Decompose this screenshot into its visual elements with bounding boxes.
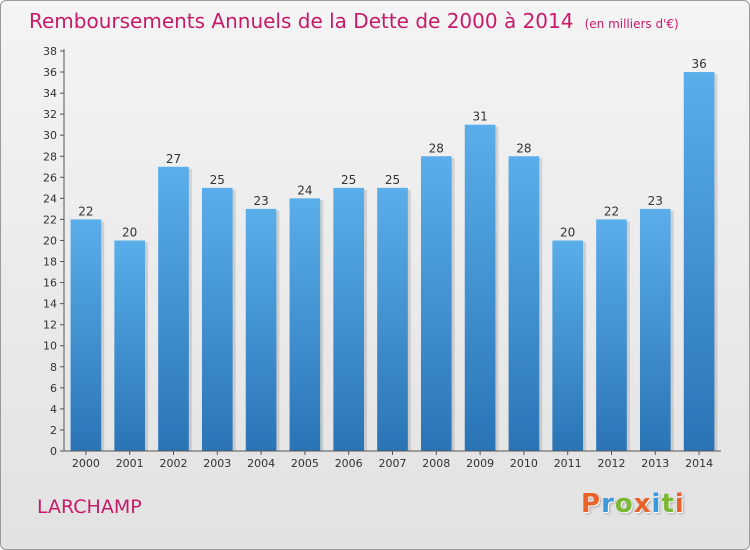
y-tick-label: 24 <box>43 192 57 205</box>
bar-2001 <box>114 240 146 451</box>
brand-letter: r <box>601 489 615 519</box>
brand-letter: P <box>581 489 602 519</box>
value-label-2012: 22 <box>604 204 619 218</box>
chart-subtitle: (en milliers d'€) <box>584 17 679 31</box>
brand-letter: i <box>674 489 685 519</box>
value-label-2014: 36 <box>691 57 706 71</box>
value-label-2011: 20 <box>560 225 575 239</box>
value-label-2013: 23 <box>648 194 663 208</box>
chart-title-row: Remboursements Annuels de la Dette de 20… <box>29 9 679 33</box>
x-tick-label-2001: 2001 <box>116 457 144 470</box>
bar-2014 <box>683 72 715 451</box>
y-tick-label: 4 <box>50 403 57 416</box>
y-tick-label: 22 <box>43 213 57 226</box>
bar-2004 <box>245 208 277 451</box>
brand-letter: o <box>614 489 634 519</box>
bar-2010 <box>508 156 540 451</box>
y-tick-label: 20 <box>43 234 57 247</box>
y-tick-label: 30 <box>43 129 57 142</box>
bar-2002 <box>158 166 189 451</box>
bars: 22 20 27 25 23 24 25 25 28 31 28 20 22 23 36 <box>70 57 718 452</box>
value-label-2005: 24 <box>297 183 312 197</box>
y-tick-label: 28 <box>43 150 57 163</box>
y-tick-label: 36 <box>43 66 57 79</box>
x-tick-label-2002: 2002 <box>160 457 188 470</box>
y-tick-label: 12 <box>43 319 57 332</box>
value-label-2006: 25 <box>341 173 356 187</box>
bar-2006 <box>333 187 365 451</box>
bar-2005 <box>289 198 321 451</box>
y-tick-label: 10 <box>43 340 57 353</box>
x-tick-label-2008: 2008 <box>422 457 450 470</box>
x-tick-label-2000: 2000 <box>72 457 100 470</box>
value-label-2002: 27 <box>166 152 181 166</box>
y-tick-label: 38 <box>43 45 57 58</box>
x-tick-label-2014: 2014 <box>685 457 713 470</box>
brand-letter: t <box>661 489 675 519</box>
brand-letter: i <box>651 489 662 519</box>
y-tick-label: 32 <box>43 108 57 121</box>
bar-2003 <box>201 187 233 451</box>
y-tick-label: 8 <box>50 361 57 374</box>
x-tick-label-2007: 2007 <box>379 457 407 470</box>
value-label-2007: 25 <box>385 173 400 187</box>
bar-2008 <box>420 156 452 451</box>
bar-2012 <box>596 219 627 451</box>
value-label-2000: 22 <box>78 204 93 218</box>
y-tick-label: 16 <box>43 277 57 290</box>
y-tick-label: 14 <box>43 298 57 311</box>
value-label-2010: 28 <box>516 141 531 155</box>
bar-2000 <box>70 219 102 451</box>
x-axis: 2000 2001 2002 2003 2004 2005 2006 2007 2008 2009… <box>64 450 721 470</box>
y-tick-label: 2 <box>50 424 57 437</box>
x-tick-label-2012: 2012 <box>598 457 626 470</box>
value-label-2003: 25 <box>210 173 225 187</box>
y-tick-label: 34 <box>43 87 57 100</box>
bar-2009 <box>464 124 496 452</box>
x-tick-label-2003: 2003 <box>203 457 231 470</box>
bar-2013 <box>639 208 671 451</box>
y-tick-label: 18 <box>43 256 57 269</box>
value-label-2001: 20 <box>122 225 137 239</box>
x-tick-label-2004: 2004 <box>247 457 275 470</box>
x-tick-label-2006: 2006 <box>335 457 363 470</box>
x-tick-label-2011: 2011 <box>554 457 582 470</box>
bar-2011 <box>552 240 584 451</box>
y-tick-label: 0 <box>50 445 57 458</box>
x-tick-label-2009: 2009 <box>466 457 494 470</box>
chart-title: Remboursements Annuels de la Dette de 20… <box>29 9 574 33</box>
brand-logo: Proxiti <box>581 489 685 519</box>
value-label-2004: 23 <box>253 194 268 208</box>
y-tick-label: 26 <box>43 171 57 184</box>
value-label-2008: 28 <box>429 141 444 155</box>
y-tick-label: 6 <box>50 382 57 395</box>
bar-2007 <box>377 187 408 451</box>
brand-letter: x <box>633 489 652 519</box>
x-tick-label-2013: 2013 <box>641 457 669 470</box>
x-tick-label-2010: 2010 <box>510 457 538 470</box>
town-name: LARCHAMP <box>37 496 142 518</box>
value-label-2009: 31 <box>472 110 487 124</box>
x-tick-label-2005: 2005 <box>291 457 319 470</box>
